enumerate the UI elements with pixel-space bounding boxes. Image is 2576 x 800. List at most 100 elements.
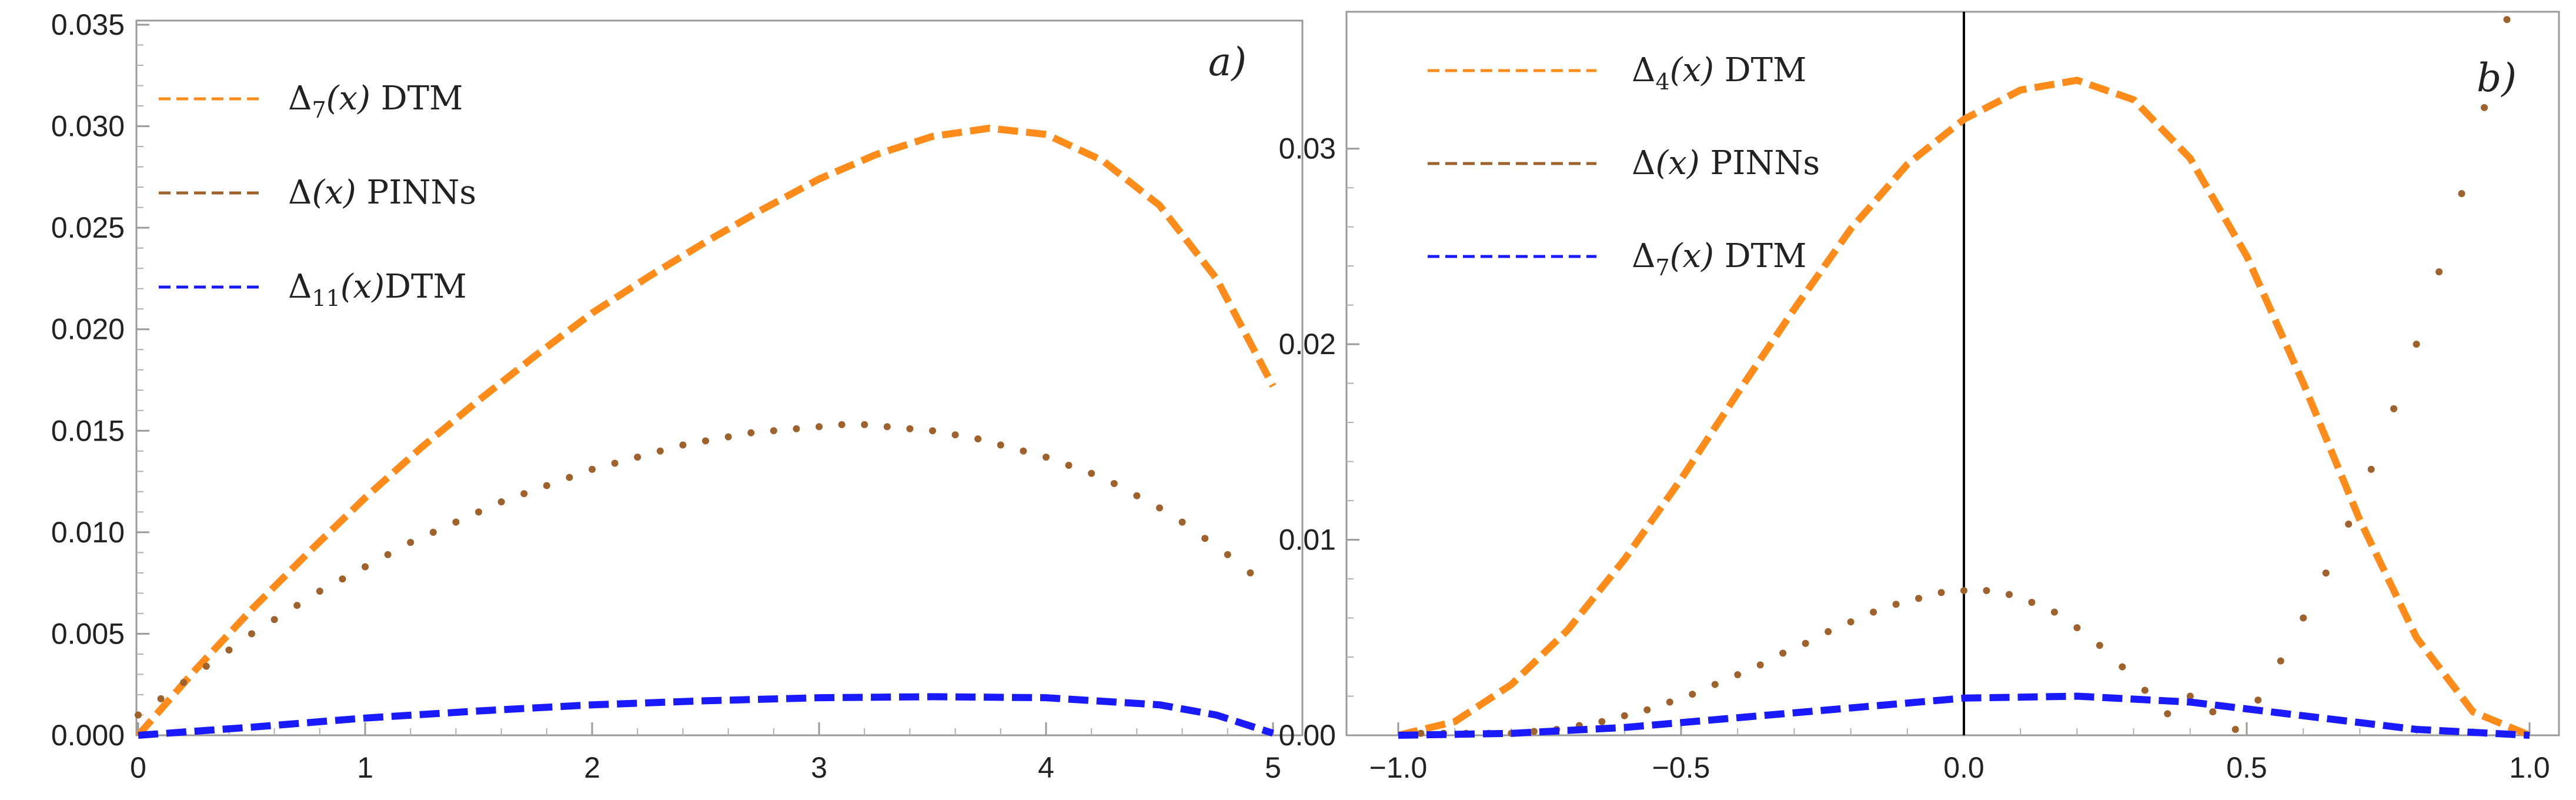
legend-label: Δ7(x) DTM (288, 79, 463, 123)
data-point (1156, 504, 1163, 512)
y-tick-label: 0.02 (1279, 328, 1336, 361)
data-point (747, 429, 755, 436)
chart-panel-a: 0.000 0.005 0.010 0.015 0.020 0.025 0.030 0.035… (51, 8, 1304, 784)
series-line (1397, 76, 2531, 739)
y-tick-label: 0.020 (51, 313, 125, 346)
data-point (2413, 341, 2420, 348)
x-tick-label: 0.0 (1943, 751, 1984, 784)
x-tick-label: −0.5 (1652, 751, 1710, 784)
data-point (1417, 729, 1425, 737)
y-tick-label: 0.000 (51, 719, 125, 752)
data-point (497, 498, 505, 506)
data-point (2254, 696, 2262, 704)
series-line (1398, 692, 2530, 739)
y-tick-label: 0.01 (1279, 524, 1336, 556)
data-point (861, 421, 868, 428)
series-dots (135, 421, 1254, 719)
y-tick-label: 0.035 (51, 8, 125, 41)
data-point (1201, 535, 1209, 542)
data-point (1937, 589, 1945, 596)
data-point (2367, 465, 2375, 473)
legend-label: Δ4(x) DTM (1632, 51, 1806, 95)
data-point (951, 431, 959, 439)
data-point (838, 421, 846, 428)
plot-frame (1345, 11, 2560, 736)
data-point (1065, 461, 1073, 469)
data-point (702, 437, 709, 445)
data-point (248, 630, 255, 638)
data-point (543, 482, 550, 489)
x-tick-label: 2 (584, 751, 600, 784)
data-point (2050, 608, 2058, 616)
data-point (1621, 712, 1628, 719)
data-point (1530, 728, 1538, 735)
data-point (270, 616, 278, 624)
data-point (1779, 649, 1787, 657)
y-tick-label: 0.00 (1279, 719, 1336, 752)
data-point (1178, 518, 1186, 526)
series-line (138, 693, 1274, 739)
data-point (1734, 671, 1742, 678)
data-point (724, 433, 732, 441)
data-point (2119, 663, 2126, 671)
data-point (2028, 598, 2036, 606)
data-point (2322, 569, 2330, 577)
y-tick-label: 0.010 (51, 516, 125, 549)
legend-label: Δ7(x) DTM (1632, 237, 1806, 281)
data-point (906, 425, 914, 432)
data-point (793, 425, 800, 432)
chart-panel-b: 0.00 0.01 0.02 0.03 −1.0 −0.5 0.0 0.5 1.0 Δ4(x) D… (1279, 11, 2560, 784)
x-tick-label: 4 (1038, 751, 1054, 784)
data-point (1643, 706, 1651, 714)
data-point (225, 646, 233, 654)
data-point (339, 575, 346, 583)
data-point (2300, 614, 2307, 622)
y-tick-label: 0.025 (51, 211, 125, 244)
panel-label: a) (1208, 39, 1247, 85)
data-point (362, 563, 369, 571)
x-tick-label: 5 (1265, 751, 1281, 784)
data-point (2141, 686, 2149, 694)
data-point (1598, 718, 1606, 725)
data-point (816, 423, 823, 431)
data-point (589, 465, 596, 473)
data-point (1088, 469, 1095, 477)
data-point (2481, 104, 2488, 111)
data-point (1711, 681, 1719, 688)
legend-label: Δ11(x)DTM (288, 268, 467, 311)
data-point (2277, 657, 2284, 665)
data-point (384, 551, 392, 558)
data-point (407, 539, 415, 546)
data-point (1960, 587, 1967, 594)
plot-frame (135, 19, 1304, 736)
data-point (634, 454, 642, 461)
data-point (929, 427, 936, 435)
data-point (316, 587, 323, 595)
data-point (520, 490, 528, 498)
data-point (1043, 454, 1050, 461)
y-tick-label: 0.030 (51, 110, 125, 143)
data-point (135, 711, 142, 719)
data-point (1870, 608, 1877, 616)
data-point (2005, 591, 2013, 598)
x-tick-label: 1 (357, 751, 373, 784)
data-point (2231, 726, 2239, 734)
data-point (2345, 520, 2353, 528)
x-tick-label: 0.5 (2226, 751, 2267, 784)
data-point (1666, 698, 1673, 706)
data-point (1983, 587, 1990, 594)
legend-label: Δ(x) PINNs (1632, 144, 1820, 182)
data-point (2458, 190, 2465, 198)
data-point (1247, 569, 1254, 576)
data-point (2435, 268, 2443, 276)
legend-label: Δ(x) PINNs (288, 174, 476, 212)
data-point (452, 518, 460, 526)
y-tick-label: 0.015 (51, 414, 125, 447)
data-point (679, 441, 687, 449)
y-tick-label: 0.005 (51, 617, 125, 650)
data-point (1020, 447, 1027, 455)
data-point (157, 695, 165, 702)
data-point (997, 441, 1004, 449)
data-point (611, 459, 619, 467)
